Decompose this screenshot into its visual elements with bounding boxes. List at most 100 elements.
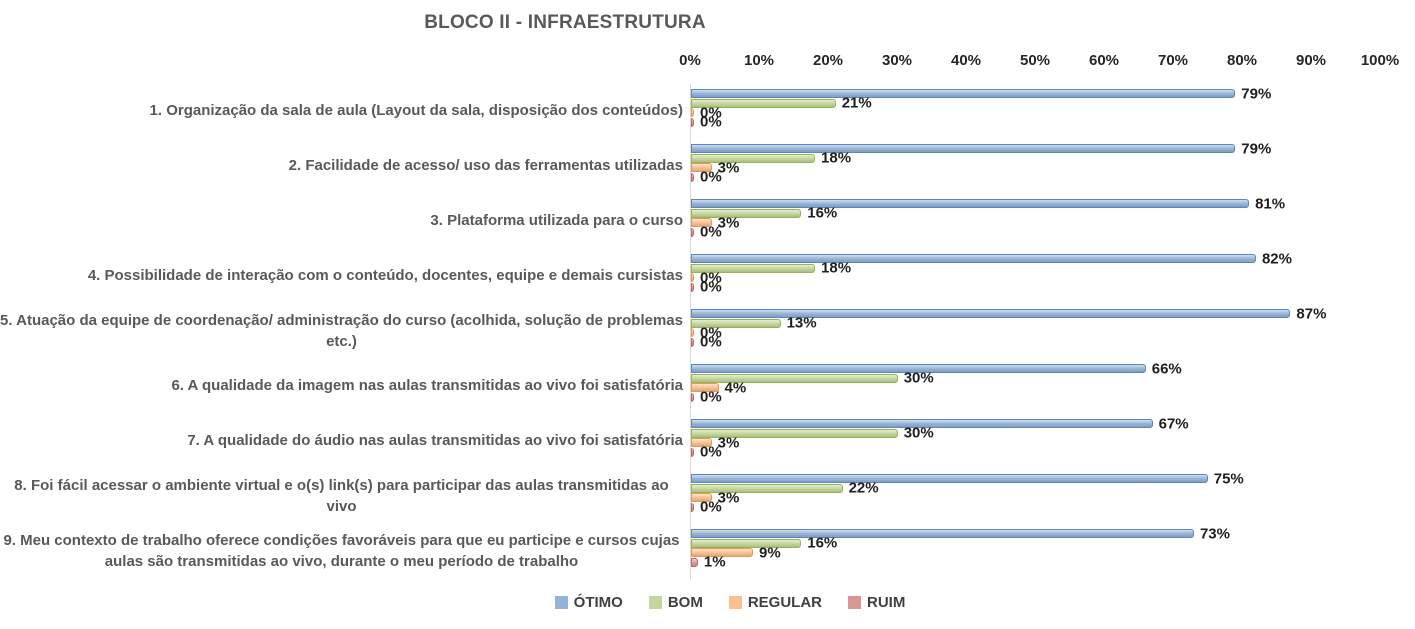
data-label: 3%	[717, 434, 740, 451]
legend-swatch	[728, 596, 742, 609]
category-label-text: 4. Possibilidade de interação com o cont…	[87, 267, 683, 285]
category-label-text: 6. A qualidade da imagem nas aulas trans…	[171, 377, 683, 395]
data-label: 3%	[717, 489, 740, 506]
data-label: 0%	[700, 498, 722, 516]
data-label: 1%	[703, 553, 726, 571]
category-label: 9. Meu contexto de trabalho oferece cond…	[0, 524, 683, 579]
data-label: 16%	[807, 534, 838, 552]
bar-group: 81% 16% 3% 0%	[691, 194, 1380, 249]
bar-group: 67% 30% 3% 0%	[691, 414, 1380, 469]
data-label: 79%	[1241, 85, 1272, 102]
data-label: 0%	[700, 223, 722, 241]
bar-timo	[691, 364, 1146, 373]
x-axis-tick: 100%	[1360, 52, 1400, 69]
bar-regular	[691, 163, 712, 172]
bar-timo	[691, 474, 1208, 483]
legend-item: ÓTIMO	[554, 594, 623, 611]
bar-ruim	[691, 227, 694, 237]
data-label: 21%	[841, 94, 872, 112]
bar-ruim	[691, 172, 694, 182]
bar-bom	[691, 263, 816, 273]
x-axis-tick: 90%	[1295, 52, 1327, 69]
data-label: 67%	[1158, 415, 1189, 432]
x-axis: 0% 10% 20% 30% 40% 50% 60% 70% 80% 90% 100%	[679, 52, 1399, 72]
data-label: 0%	[700, 269, 722, 286]
data-label: 0%	[700, 113, 722, 131]
data-label: 0%	[700, 443, 722, 461]
category-label-text: 2. Facilidade de acesso/ uso das ferrame…	[288, 157, 683, 175]
bar-regular	[691, 273, 694, 282]
category-label: 3. Plataforma utilizada para o curso	[0, 194, 683, 249]
bar-group: 87% 13% 0% 0%	[691, 304, 1380, 359]
data-label: 0%	[700, 333, 722, 351]
data-label: 3%	[717, 214, 740, 231]
data-label: 79%	[1241, 140, 1272, 157]
x-axis-tick: 0%	[679, 52, 701, 69]
x-axis-tick: 70%	[1157, 52, 1189, 69]
bar-regular	[691, 438, 712, 447]
bar-bom	[691, 318, 781, 328]
x-axis-tick: 50%	[1019, 52, 1051, 69]
data-label: 18%	[821, 149, 852, 167]
legend-item: RUIM	[848, 594, 905, 611]
bar-ruim	[691, 557, 698, 567]
category-label: 7. A qualidade do áudio nas aulas transm…	[0, 414, 683, 469]
bar-bom	[691, 483, 843, 493]
bar-ruim	[691, 392, 694, 402]
plot-area: 79% 21% 0% 0% 79% 18% 3% 0% 81% 16% 3% 0% 82% 18% 0% 0%…	[691, 84, 1380, 580]
data-label: 82%	[1261, 250, 1292, 267]
data-label: 0%	[700, 388, 722, 406]
legend-label: RUIM	[867, 594, 906, 611]
data-label: 4%	[724, 379, 747, 396]
x-axis-tick: 80%	[1226, 52, 1258, 69]
x-axis-tick: 30%	[881, 52, 913, 69]
data-label: 3%	[717, 159, 740, 176]
x-axis-tick: 60%	[1088, 52, 1120, 69]
bar-ruim	[691, 447, 694, 457]
bar-timo	[691, 89, 1236, 98]
bar-bom	[691, 208, 802, 218]
bar-ruim	[691, 502, 694, 512]
data-label: 81%	[1255, 195, 1286, 212]
category-label: 8. Foi fácil acessar o ambiente virtual …	[0, 469, 683, 524]
category-label: 1. Organização da sala de aula (Layout d…	[0, 84, 683, 139]
data-label: 73%	[1199, 525, 1230, 542]
category-label-text: 5. Atuação da equipe de coordenação/ adm…	[0, 312, 683, 350]
bar-regular	[691, 493, 712, 502]
bar-bom	[691, 538, 802, 548]
legend-item: REGULAR	[728, 594, 822, 611]
legend-label: REGULAR	[747, 594, 822, 611]
legend-swatch	[848, 596, 861, 609]
bar-bom	[691, 98, 836, 108]
legend-label: ÓTIMO	[573, 594, 623, 611]
bar-bom	[691, 428, 898, 438]
bar-timo	[691, 254, 1256, 263]
y-axis-line	[690, 84, 691, 580]
bar-ruim	[691, 337, 694, 347]
bar-regular	[691, 548, 753, 557]
chart-title: BLOCO II - INFRAESTRUTURA	[424, 12, 706, 33]
data-label: 22%	[848, 479, 879, 497]
bar-regular	[691, 328, 694, 337]
x-axis-tick: 10%	[743, 52, 775, 69]
data-label: 13%	[786, 314, 817, 332]
category-label-text: 9. Meu contexto de trabalho oferece cond…	[3, 532, 680, 570]
category-label-text: 1. Organização da sala de aula (Layout d…	[149, 102, 683, 120]
data-label: 0%	[700, 278, 722, 296]
data-label: 9%	[759, 544, 781, 561]
category-label-text: 8. Foi fácil acessar o ambiente virtual …	[14, 477, 669, 515]
x-axis-tick: 40%	[950, 52, 982, 69]
category-label: 4. Possibilidade de interação com o cont…	[0, 249, 683, 304]
bar-ruim	[691, 117, 694, 127]
bar-group: 75% 22% 3% 0%	[691, 469, 1380, 524]
data-label: 0%	[700, 104, 722, 121]
bar-group: 79% 18% 3% 0%	[691, 139, 1380, 194]
data-label: 75%	[1213, 470, 1244, 487]
legend-swatch	[554, 596, 568, 609]
data-label: 30%	[903, 369, 934, 387]
bar-group: 66% 30% 4% 0%	[691, 359, 1380, 414]
bar-bom	[691, 153, 816, 163]
legend-item: BOM	[648, 594, 703, 611]
bar-timo	[691, 199, 1250, 208]
